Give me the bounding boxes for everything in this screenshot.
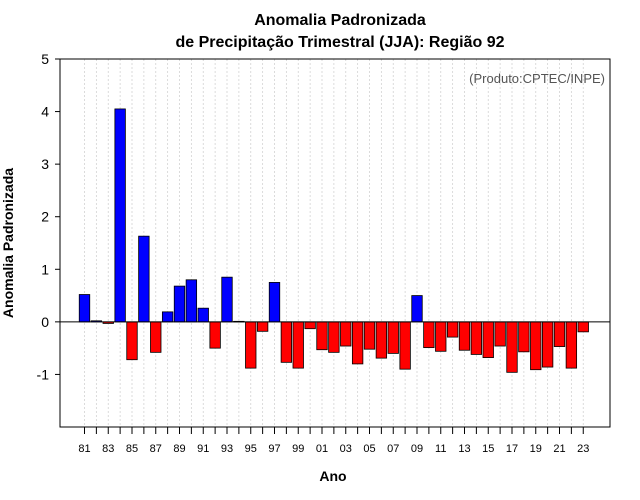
bar-15: [482, 321, 494, 359]
bar-08: [399, 321, 411, 370]
x-axis-label: Ano: [319, 468, 346, 484]
x-tick-label-13: 13: [458, 443, 470, 455]
bar-09: [411, 295, 423, 323]
chart-title-line2: de Precipitação Trimestral (JJA): Região…: [175, 34, 504, 51]
bar-87: [150, 321, 162, 353]
bar-95: [245, 321, 257, 369]
bar-19: [530, 321, 542, 371]
x-tick-label-99: 99: [292, 443, 304, 455]
x-tick-label-07: 07: [387, 443, 399, 455]
bar-06: [375, 321, 388, 359]
y-axis: -1 0 1 2 3 4 5: [37, 51, 60, 382]
x-tick-label-11: 11: [435, 443, 446, 455]
bar-18: [518, 321, 530, 353]
bar-01: [316, 321, 328, 351]
x-tick-label-21: 21: [553, 443, 565, 455]
x-tick-label-89: 89: [173, 443, 185, 455]
x-tick-label-03: 03: [340, 443, 352, 455]
plot-frame: [59, 58, 611, 428]
x-axis: 81 83 85 87 89 91 93 95 97 99 01 03 05 07 09 11 13 15 17 19…: [78, 427, 589, 455]
bar-04: [351, 321, 364, 365]
bar-12: [446, 321, 459, 338]
bar-00: [304, 321, 316, 330]
bar-81: [78, 294, 91, 323]
y-tick-label: 5: [41, 51, 49, 67]
bar-90: [185, 279, 198, 323]
bar-89: [173, 285, 186, 323]
bar-16: [494, 321, 506, 347]
bar-23: [577, 321, 589, 333]
bar-20: [541, 321, 554, 368]
credit-text: (Produto:CPTEC/INPE): [469, 71, 605, 86]
bar-series: [78, 108, 589, 373]
bar-97: [268, 282, 281, 323]
bar-93: [221, 276, 233, 323]
y-tick-label: 2: [41, 209, 49, 225]
bar-17: [506, 321, 518, 373]
x-tick-label-19: 19: [530, 443, 542, 455]
y-axis-label: Anomalia Padronizada: [0, 168, 16, 318]
bar-91: [197, 307, 209, 323]
x-tick-label-97: 97: [268, 443, 280, 455]
bar-10: [423, 321, 435, 349]
bar-21: [553, 321, 566, 347]
x-tick-label-83: 83: [102, 443, 114, 455]
x-tick-label-95: 95: [245, 443, 257, 455]
x-tick-label-91: 91: [197, 443, 209, 455]
bar-11: [435, 321, 447, 352]
y-tick-label: -1: [37, 366, 50, 382]
bar-14: [470, 321, 483, 355]
x-tick-label-05: 05: [363, 443, 375, 455]
x-tick-label-93: 93: [221, 443, 233, 455]
bar-84: [114, 108, 126, 323]
x-tick-label-81: 81: [78, 443, 90, 455]
bar-07: [387, 321, 399, 354]
chart-title-line1: Anomalia Padronizada: [254, 12, 426, 29]
y-tick-label: 3: [41, 156, 49, 172]
bar-88: [161, 311, 174, 323]
bar-98: [280, 321, 293, 363]
x-tick-label-87: 87: [150, 443, 162, 455]
x-tick-label-09: 09: [411, 443, 423, 455]
y-tick-label: 0: [41, 314, 49, 330]
bar-03: [340, 321, 352, 347]
x-tick-label-15: 15: [482, 443, 494, 455]
bar-96: [256, 321, 269, 332]
bar-22: [565, 321, 578, 369]
bar-99: [292, 321, 304, 369]
x-tick-label-01: 01: [316, 443, 328, 455]
x-tick-label-23: 23: [577, 443, 589, 455]
grid-lines: [84, 59, 584, 427]
bar-05: [363, 321, 376, 350]
bar-02: [328, 321, 340, 353]
bar-13: [458, 321, 471, 351]
bar-92: [209, 321, 221, 349]
bar-86: [138, 235, 150, 323]
bar-85: [126, 321, 138, 361]
x-tick-label-17: 17: [506, 443, 518, 455]
x-tick-label-85: 85: [126, 443, 138, 455]
y-tick-label: 4: [41, 104, 49, 120]
y-tick-label: 1: [41, 261, 49, 277]
